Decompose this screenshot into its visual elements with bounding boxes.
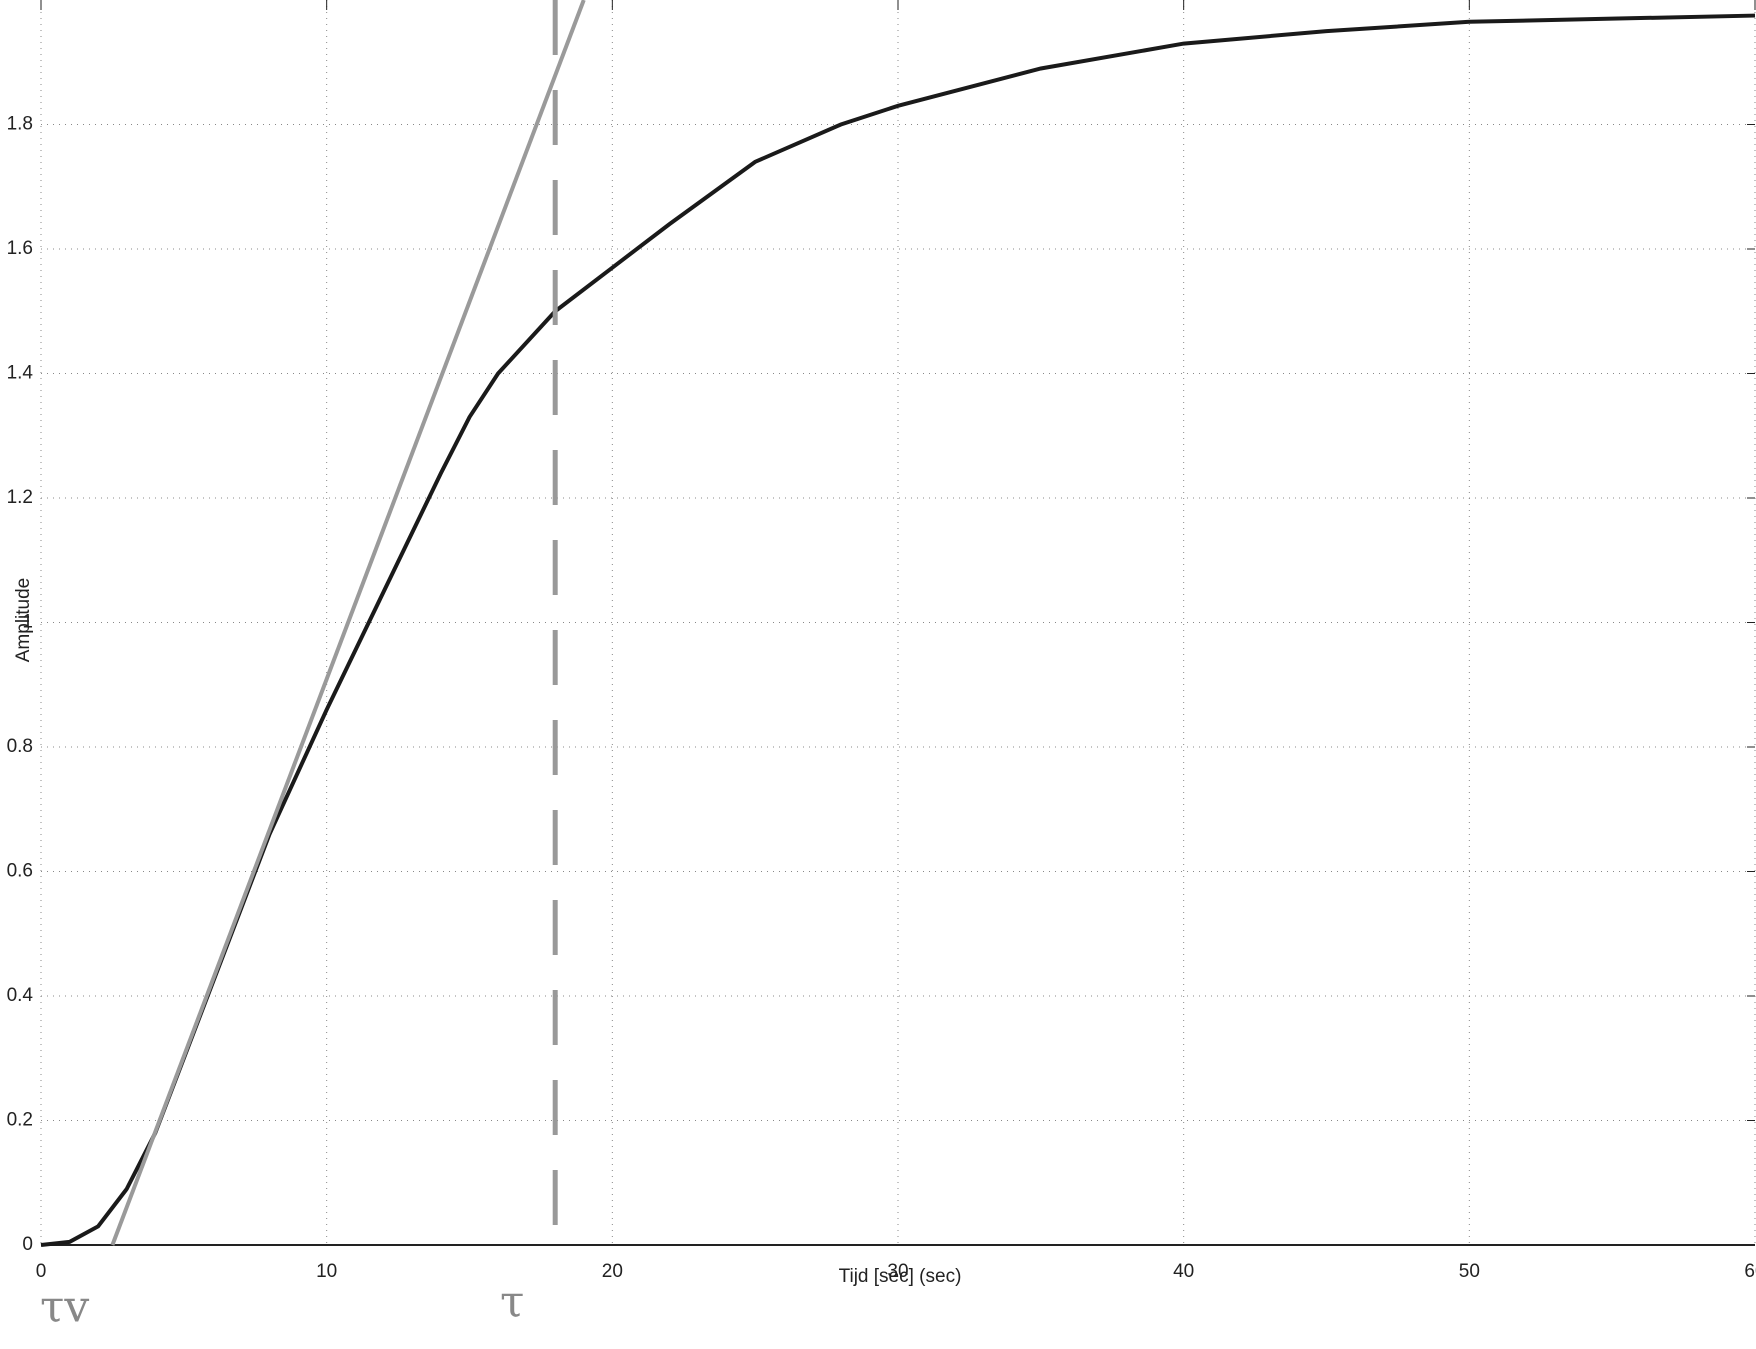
x-tick-label: 60 [1744, 1261, 1756, 1282]
y-tick-label: 1.4 [7, 363, 34, 384]
y-tick-label: 0.6 [7, 861, 33, 882]
annotation: τv [40, 1282, 89, 1333]
y-tick-label: 1.2 [7, 487, 33, 508]
x-tick-label: 20 [602, 1261, 623, 1282]
x-tick-label: 50 [1459, 1261, 1480, 1282]
y-tick-label: 0.8 [7, 736, 33, 757]
y-tick-label: 1 [22, 612, 33, 633]
x-tick-label: 30 [887, 1261, 908, 1282]
x-tick-label: 0 [36, 1261, 47, 1282]
y-tick-label: 0 [22, 1234, 33, 1255]
y-tick-label: 0.2 [7, 1110, 33, 1131]
tangent-line [110, 0, 586, 1246]
x-tick-label: 10 [316, 1261, 337, 1282]
y-tick-label: 0.4 [7, 985, 34, 1006]
y-tick-label: 1.8 [7, 114, 33, 135]
annotation: τ [500, 1277, 524, 1328]
y-tick-label: 1.6 [7, 238, 33, 259]
x-axis-label: Tijd [sec] (sec) [839, 1266, 962, 1287]
x-tick-label: 40 [1173, 1261, 1194, 1282]
y-axis-label: Amplitude [13, 578, 34, 663]
